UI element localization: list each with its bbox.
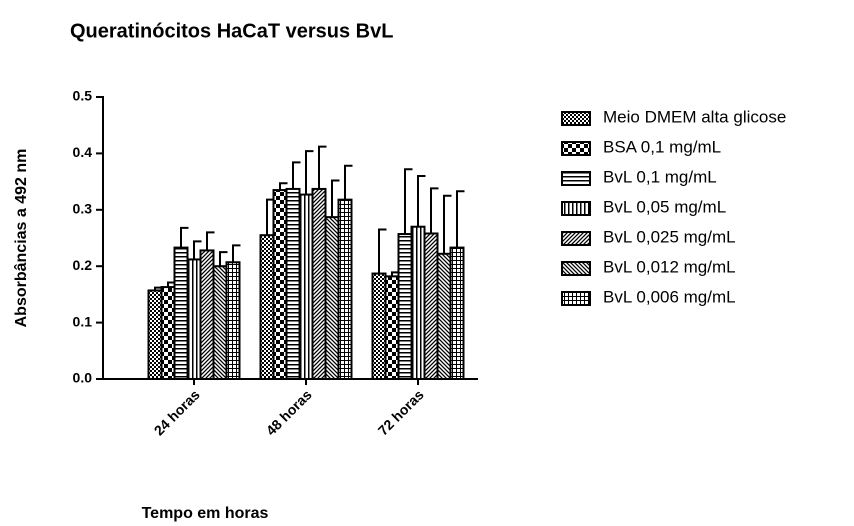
error-bar xyxy=(279,182,288,191)
legend-swatch xyxy=(561,171,591,186)
y-tick-label: 0.4 xyxy=(73,144,93,160)
y-tick-label: 0.5 xyxy=(73,88,93,104)
y-tick-label: 0.0 xyxy=(73,370,93,386)
legend-swatch xyxy=(561,231,591,246)
x-tick-label: 24 horas xyxy=(151,386,203,438)
error-bar xyxy=(219,251,228,267)
bar xyxy=(384,275,400,380)
bar xyxy=(259,234,275,380)
error-bar xyxy=(344,164,353,200)
bar xyxy=(199,249,215,380)
error-bar xyxy=(206,231,215,251)
bar xyxy=(272,189,288,380)
legend-label: BSA 0,1 mg/mL xyxy=(603,137,721,156)
error-bar xyxy=(180,226,189,248)
error-bar xyxy=(292,161,301,189)
y-axis-label: Absorbâncias a 492 nm xyxy=(13,149,30,328)
error-bar xyxy=(318,145,327,189)
legend-swatch xyxy=(561,201,591,216)
bar xyxy=(160,286,176,380)
bar xyxy=(311,187,327,380)
legend-label: BvL 0,006 mg/mL xyxy=(603,287,736,306)
error-bar xyxy=(193,240,202,260)
bar xyxy=(324,216,340,380)
bar xyxy=(436,252,452,381)
bar xyxy=(298,193,314,380)
error-bar xyxy=(378,228,387,274)
x-tick-label: 72 horas xyxy=(375,386,427,438)
error-bar xyxy=(331,179,340,218)
error-bar xyxy=(305,150,314,195)
legend-label: BvL 0,1 mg/mL xyxy=(603,167,717,186)
bar xyxy=(212,265,228,381)
legend-label: Meio DMEM alta glicose xyxy=(603,107,786,126)
legend-label: BvL 0,05 mg/mL xyxy=(603,197,726,216)
error-bar xyxy=(417,174,426,227)
bar xyxy=(337,198,353,380)
bar xyxy=(285,187,301,380)
x-tick-label: 48 horas xyxy=(263,386,315,438)
y-tick-label: 0.3 xyxy=(73,201,93,217)
legend-swatch xyxy=(561,291,591,306)
bar xyxy=(371,272,387,381)
bar xyxy=(410,225,426,380)
legend-label: BvL 0,012 mg/mL xyxy=(603,257,736,276)
error-bar xyxy=(232,244,241,263)
bar xyxy=(173,246,189,380)
error-bar xyxy=(430,187,439,234)
bar xyxy=(449,246,465,380)
legend-label: BvL 0,025 mg/mL xyxy=(603,227,736,246)
legend-swatch xyxy=(561,111,591,126)
bar xyxy=(186,258,202,381)
legend-swatch xyxy=(561,261,591,276)
error-bar xyxy=(404,168,413,235)
legend-swatch xyxy=(561,141,591,156)
bar xyxy=(397,233,413,380)
bar xyxy=(423,232,439,380)
error-bar xyxy=(443,194,452,254)
bar xyxy=(225,261,241,381)
error-bar xyxy=(456,190,465,248)
y-tick-label: 0.1 xyxy=(73,313,93,329)
chart-title: Queratinócitos HaCaT versus BvL xyxy=(70,20,393,42)
y-tick-label: 0.2 xyxy=(73,257,93,273)
bar xyxy=(147,289,163,380)
x-axis-label: Tempo em horas xyxy=(142,505,269,522)
